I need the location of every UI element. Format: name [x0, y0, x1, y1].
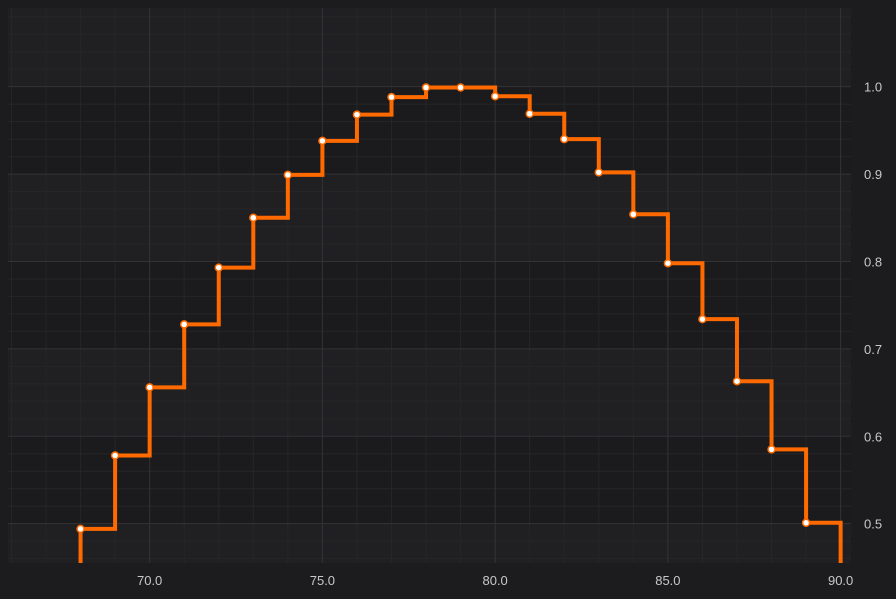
x-tick-label: 75.0 — [310, 573, 335, 588]
y-tick-label: 0.6 — [864, 429, 882, 444]
series-line — [78, 85, 843, 563]
x-tick-label: 70.0 — [137, 573, 162, 588]
data-point — [732, 376, 742, 386]
x-tick-label: 90.0 — [828, 573, 853, 588]
plot-band — [8, 436, 851, 524]
plot-band — [8, 523, 851, 563]
data-point — [110, 451, 120, 460]
y-tick-label: 0.5 — [864, 517, 882, 532]
y-tick-label: 1.0 — [864, 80, 882, 95]
data-point — [352, 110, 362, 119]
data-point — [490, 92, 500, 101]
data-point — [387, 92, 396, 102]
y-tick-label: 0.7 — [864, 342, 882, 357]
data-point — [214, 263, 223, 272]
plot-band — [8, 86, 851, 175]
data-point — [421, 83, 431, 92]
plot-band — [8, 174, 851, 262]
x-axis-tick-labels: 70.0 75.0 80.0 85.0 90.0 — [137, 573, 853, 588]
data-point — [179, 320, 189, 329]
data-point — [629, 210, 638, 219]
data-point — [698, 314, 707, 324]
data-point — [801, 518, 811, 528]
x-tick-label: 85.0 — [655, 573, 680, 588]
data-point — [594, 168, 604, 177]
plot-background-bands — [8, 8, 851, 563]
data-point — [767, 445, 776, 454]
minor-gridlines — [8, 8, 851, 563]
data-point — [249, 213, 258, 223]
data-point — [76, 524, 85, 534]
y-tick-label: 0.8 — [864, 254, 882, 269]
y-tick-label: 0.9 — [864, 167, 882, 182]
data-point — [318, 136, 327, 146]
data-point-markers — [76, 83, 811, 534]
data-point — [145, 383, 154, 392]
plot-band — [8, 261, 851, 349]
data-point — [525, 109, 534, 119]
data-point — [559, 134, 569, 144]
data-point — [283, 170, 293, 180]
series-group — [78, 85, 843, 563]
x-tick-label: 80.0 — [482, 573, 507, 588]
data-point — [456, 83, 465, 92]
data-point — [663, 258, 673, 268]
plot-band — [8, 8, 851, 87]
plot-band — [8, 348, 851, 437]
y-axis-tick-labels: 0.5 0.6 0.7 0.8 0.9 1.0 — [864, 80, 882, 532]
